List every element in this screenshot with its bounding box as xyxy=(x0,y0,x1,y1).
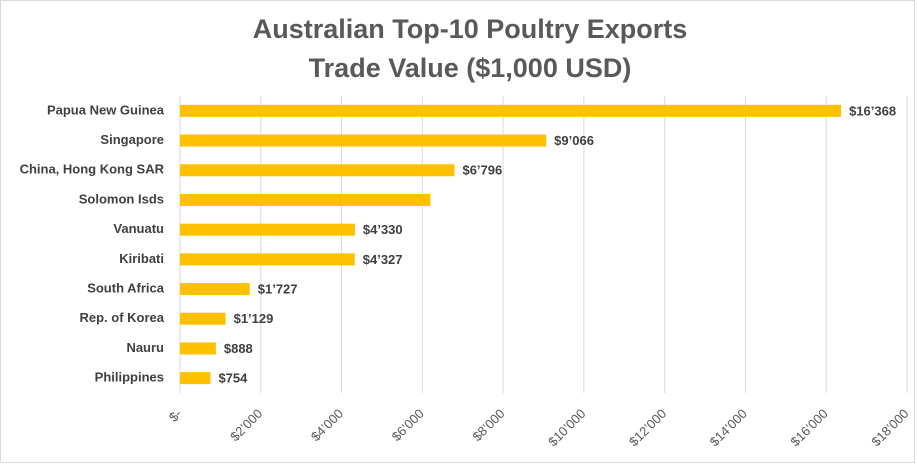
y-tick-label: Nauru xyxy=(126,340,164,355)
y-tick-label: Philippines xyxy=(95,370,164,385)
y-tick-label: China, Hong Kong SAR xyxy=(20,162,165,177)
value-label: $4’330 xyxy=(363,222,403,237)
value-label: $1’129 xyxy=(234,311,274,326)
bar xyxy=(180,253,355,266)
y-tick-label: Papua New Guinea xyxy=(47,102,165,117)
bar xyxy=(180,223,355,236)
bar xyxy=(180,283,250,296)
bar xyxy=(180,372,211,385)
chart-title: Australian Top-10 Poultry Exports xyxy=(253,14,688,44)
bar xyxy=(180,342,216,355)
y-tick-label: Solomon Isds xyxy=(79,191,164,206)
y-tick-label: South Africa xyxy=(87,280,165,295)
value-label: $1’727 xyxy=(258,281,298,296)
value-label: $888 xyxy=(224,341,253,356)
value-label: $6’796 xyxy=(462,163,502,178)
value-label: $9’066 xyxy=(554,133,594,148)
y-tick-label: Singapore xyxy=(100,132,164,147)
bar xyxy=(180,193,431,206)
value-label: $4’327 xyxy=(363,252,403,267)
bar xyxy=(180,312,226,325)
value-label: $754 xyxy=(218,371,248,386)
value-label: $16’368 xyxy=(849,103,896,118)
y-tick-label: Vanuatu xyxy=(113,221,164,236)
bar xyxy=(180,104,842,117)
y-tick-label: Rep. of Korea xyxy=(79,310,164,325)
bar xyxy=(180,134,547,147)
chart-subtitle: Trade Value ($1,000 USD) xyxy=(309,53,632,83)
y-tick-label: Kiribati xyxy=(119,251,164,266)
bar xyxy=(180,164,455,177)
